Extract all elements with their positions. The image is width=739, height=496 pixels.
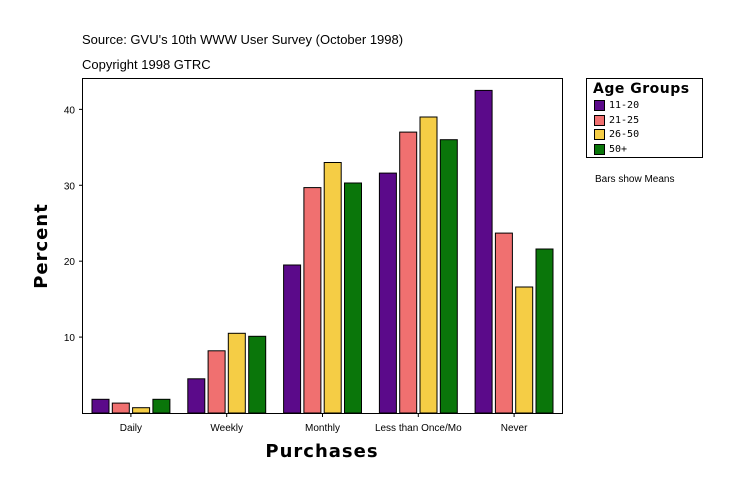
- legend: Age Groups 11-20 21-25 26-50 50+: [586, 78, 703, 158]
- legend-label: 50+: [609, 143, 628, 155]
- legend-swatch: [594, 114, 605, 126]
- bar-11-20-never: [474, 89, 493, 414]
- bar-26-50-less-than-once-mo: [419, 116, 438, 414]
- bars-group: [91, 89, 554, 414]
- bar-50+-never: [535, 248, 554, 414]
- bar-11-20-weekly: [187, 378, 206, 414]
- bar-26-50-daily: [132, 407, 151, 414]
- legend-label: 11-20: [609, 100, 640, 111]
- legend-swatch: [594, 129, 605, 140]
- y-tick-label: 10: [64, 333, 76, 344]
- y-tick-label: 20: [64, 257, 76, 268]
- legend-title: Age Groups: [593, 81, 690, 97]
- legend-label: 26-50: [609, 129, 640, 140]
- x-axis-title: Purchases: [265, 441, 378, 462]
- bar-21-25-weekly: [207, 350, 226, 414]
- x-tick-label: Daily: [120, 423, 142, 434]
- bar-21-25-less-than-once-mo: [399, 131, 418, 414]
- bar-50+-weekly: [248, 335, 267, 414]
- bar-21-25-monthly: [303, 187, 322, 414]
- y-axis-ticks: 10 20 30 40: [64, 105, 83, 344]
- bar-50+-less-than-once-mo: [439, 139, 458, 414]
- bar-11-20-daily: [91, 398, 110, 414]
- bar-50+-monthly: [344, 182, 362, 414]
- bars-note: Bars show Means: [595, 174, 675, 185]
- bar-50+-daily: [152, 398, 171, 414]
- bar-26-50-weekly: [227, 332, 246, 414]
- copyright-caption: Copyright 1998 GTRC: [82, 57, 211, 72]
- y-axis-title: Percent: [31, 203, 52, 289]
- y-tick-label: 30: [64, 181, 76, 192]
- bar-21-25-never: [494, 232, 513, 414]
- x-tick-label: Weekly: [210, 423, 243, 434]
- bar-21-25-daily: [111, 402, 130, 414]
- legend-swatch: [594, 143, 605, 155]
- source-caption: Source: GVU's 10th WWW User Survey (Octo…: [82, 32, 404, 47]
- x-axis-ticks: Daily Weekly Monthly Less than Once/Mo Never: [120, 413, 528, 434]
- legend-swatch: [594, 100, 605, 111]
- y-tick-label: 40: [64, 105, 76, 116]
- x-tick-label: Monthly: [305, 423, 340, 434]
- x-tick-label: Less than Once/Mo: [375, 423, 462, 434]
- x-tick-label: Never: [501, 423, 528, 434]
- bar-26-50-never: [515, 286, 534, 414]
- bar-11-20-monthly: [283, 264, 302, 414]
- bar-26-50-monthly: [323, 162, 342, 414]
- bar-11-20-less-than-once-mo: [378, 172, 397, 414]
- legend-label: 21-25: [609, 114, 640, 126]
